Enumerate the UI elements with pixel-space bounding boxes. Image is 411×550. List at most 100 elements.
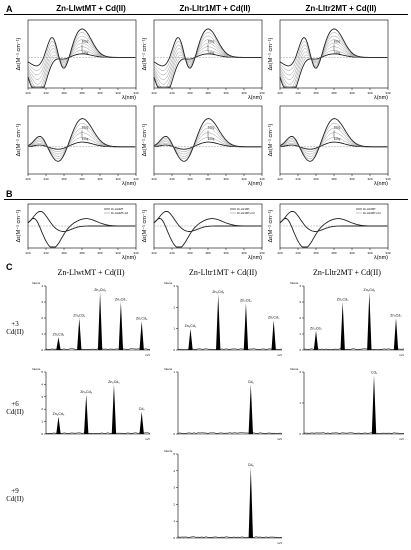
ms-peak-label: Zn₁Cd₅ bbox=[390, 314, 402, 318]
x-axis-unit: m/z bbox=[277, 541, 282, 545]
ms-peak-label: Zn₂Cd₄ bbox=[240, 299, 252, 303]
ms-peak bbox=[372, 375, 376, 434]
y-tick-label: 3 bbox=[173, 284, 175, 288]
baseline-trace bbox=[304, 433, 404, 434]
ms-peak bbox=[77, 318, 81, 350]
ms-chart-wt-3: Intens.m/z01234Zn₅Cd₂Zn₄Cd₃Zn₃Cd₄Zn₂Cd₅Z… bbox=[30, 278, 156, 358]
x-tick-label: 280 bbox=[205, 251, 210, 255]
x-tick-label: 260 bbox=[313, 177, 318, 181]
row-label-6-metal: Cd(II) bbox=[2, 408, 28, 416]
y-axis-label: Δε(M⁻¹ cm⁻¹) bbox=[268, 123, 274, 156]
x-tick-label: 240 bbox=[295, 177, 300, 181]
spectrum-line bbox=[28, 142, 135, 149]
section-a-label: A bbox=[6, 4, 13, 14]
x-tick-label: 280 bbox=[205, 177, 210, 181]
cd-chart-a6: 220 240 260 280 300 320 340λ(nm)Δε(M⁻¹ cm⁻¹) 9 … bbox=[266, 102, 392, 186]
spectrum-line bbox=[28, 133, 135, 154]
ms-peak bbox=[271, 320, 275, 350]
y-tick-label: 1 bbox=[173, 519, 175, 523]
y-axis-label: Intens. bbox=[290, 281, 299, 285]
x-axis-label: λ(nm) bbox=[122, 95, 136, 100]
legend-entry: Zn-LlwtMT bbox=[111, 207, 124, 211]
legend-entry: Zn-LlwtMT+Cd bbox=[111, 211, 129, 215]
y-tick-label: 0 bbox=[173, 348, 175, 352]
x-tick-label: 220 bbox=[25, 91, 30, 95]
ms-peak bbox=[367, 292, 371, 350]
ms-peak bbox=[139, 321, 143, 350]
y-tick-label: 1 bbox=[299, 401, 301, 405]
ms-chart-tr2-6: Intens.m/z012 Cd₆ bbox=[288, 364, 410, 442]
x-tick-label: 320 bbox=[115, 177, 120, 181]
x-tick-label: 300 bbox=[97, 91, 102, 95]
x-tick-label: 300 bbox=[97, 251, 102, 255]
peak-label-bottom: 3 Eq bbox=[334, 51, 341, 55]
x-axis-label: λ(nm) bbox=[122, 181, 136, 186]
x-tick-label: 240 bbox=[43, 91, 48, 95]
x-tick-label: 300 bbox=[349, 177, 354, 181]
x-tick-label: 240 bbox=[295, 91, 300, 95]
baseline-trace bbox=[178, 433, 282, 434]
ms-peak bbox=[84, 394, 88, 434]
x-tick-label: 320 bbox=[241, 251, 246, 255]
y-axis-label: Δε(M⁻¹ cm⁻¹) bbox=[268, 209, 274, 242]
x-tick-label: 280 bbox=[205, 91, 210, 95]
y-tick-label: 1 bbox=[173, 370, 175, 374]
spectrum-line bbox=[154, 133, 261, 154]
y-tick-label: 1 bbox=[41, 332, 43, 336]
x-tick-label: 260 bbox=[61, 177, 66, 181]
x-tick-label: 260 bbox=[187, 91, 192, 95]
ms-chart-wt-6: Intens.m/z012345Zn₄Cd₃Zn₃Cd₄Zn₂Cd₅Cd₇ bbox=[30, 364, 156, 442]
y-tick-label: 3 bbox=[41, 395, 43, 399]
ms-peak-label: Zn₃Cd₃ bbox=[212, 290, 224, 294]
legend-entry: Zn-Lltr2MT+Cd bbox=[363, 211, 381, 215]
ms-peak bbox=[139, 412, 143, 434]
x-tick-label: 280 bbox=[79, 91, 84, 95]
cd-chart-b2: 220 240 260 280 300 320 340λ(nm) Δε(M⁻¹ cm⁻¹) Zn… bbox=[140, 200, 266, 260]
baseline-trace bbox=[304, 349, 404, 350]
peak-label-top: 9 Eq bbox=[82, 125, 89, 129]
ms-peak-label: Zn₂Cd₅ bbox=[115, 298, 127, 302]
x-tick-label: 220 bbox=[151, 91, 156, 95]
y-axis-label: Δε(M⁻¹ cm⁻¹) bbox=[16, 209, 22, 242]
x-tick-label: 220 bbox=[277, 91, 282, 95]
ms-peak-label: Zn₄Cd₃ bbox=[53, 412, 65, 416]
peak-label-bottom: 6 Eq bbox=[334, 137, 341, 141]
x-tick-label: 260 bbox=[187, 177, 192, 181]
ms-peak-label: Zn₃Cd₄ bbox=[94, 288, 106, 292]
x-tick-label: 280 bbox=[331, 91, 336, 95]
y-axis-label: Intens. bbox=[290, 367, 299, 371]
x-tick-label: 280 bbox=[331, 177, 336, 181]
legend-entry: Zn-Lltr2MT bbox=[363, 207, 376, 211]
peak-label-top: 9 Eq bbox=[208, 125, 215, 129]
x-tick-label: 300 bbox=[223, 91, 228, 95]
x-tick-label: 220 bbox=[277, 251, 282, 255]
x-axis-unit: m/z bbox=[399, 353, 404, 357]
ms-peak bbox=[188, 329, 192, 350]
row-label-9-eq: +9 bbox=[2, 487, 28, 495]
ms-peak-label: Zn₂Cd₄ bbox=[364, 288, 376, 292]
x-tick-label: 220 bbox=[151, 251, 156, 255]
spectrum-line bbox=[154, 29, 261, 68]
x-axis-label: λ(nm) bbox=[374, 181, 388, 186]
legend-entry: Zn-Lltr1MT+Cd bbox=[237, 211, 255, 215]
ms-chart-wt-9: Intens.m/z012345Cd₉ bbox=[162, 446, 288, 546]
cd-chart-a4: 220 240 260 280 300 320 340λ(nm) Δε(M⁻¹ cm⁻¹) 9 … bbox=[14, 102, 140, 186]
x-axis-label: λ(nm) bbox=[248, 181, 262, 186]
x-tick-label: 300 bbox=[349, 91, 354, 95]
x-tick-label: 320 bbox=[367, 251, 372, 255]
x-tick-label: 220 bbox=[25, 251, 30, 255]
ms-peak-label: Zn₄Cd₃ bbox=[73, 314, 85, 318]
x-tick-label: 240 bbox=[169, 251, 174, 255]
spectrum-line bbox=[154, 54, 261, 87]
x-tick-label: 240 bbox=[43, 177, 48, 181]
y-axis-label: Δε(M⁻¹ cm⁻¹) bbox=[142, 37, 148, 70]
x-tick-label: 300 bbox=[223, 177, 228, 181]
peak-label-bottom: 3 Eq bbox=[82, 51, 89, 55]
x-tick-label: 260 bbox=[313, 251, 318, 255]
x-tick-label: 320 bbox=[115, 91, 120, 95]
y-tick-label: 0 bbox=[41, 432, 43, 436]
x-axis-label: λ(nm) bbox=[248, 255, 262, 260]
y-tick-label: 2 bbox=[173, 502, 175, 506]
spectrum-line bbox=[154, 142, 261, 149]
cd-chart-b1: 220 240 260 280 300 320 340λ(nm)Δε(M⁻¹ cm⁻¹)Zn… bbox=[14, 200, 140, 260]
